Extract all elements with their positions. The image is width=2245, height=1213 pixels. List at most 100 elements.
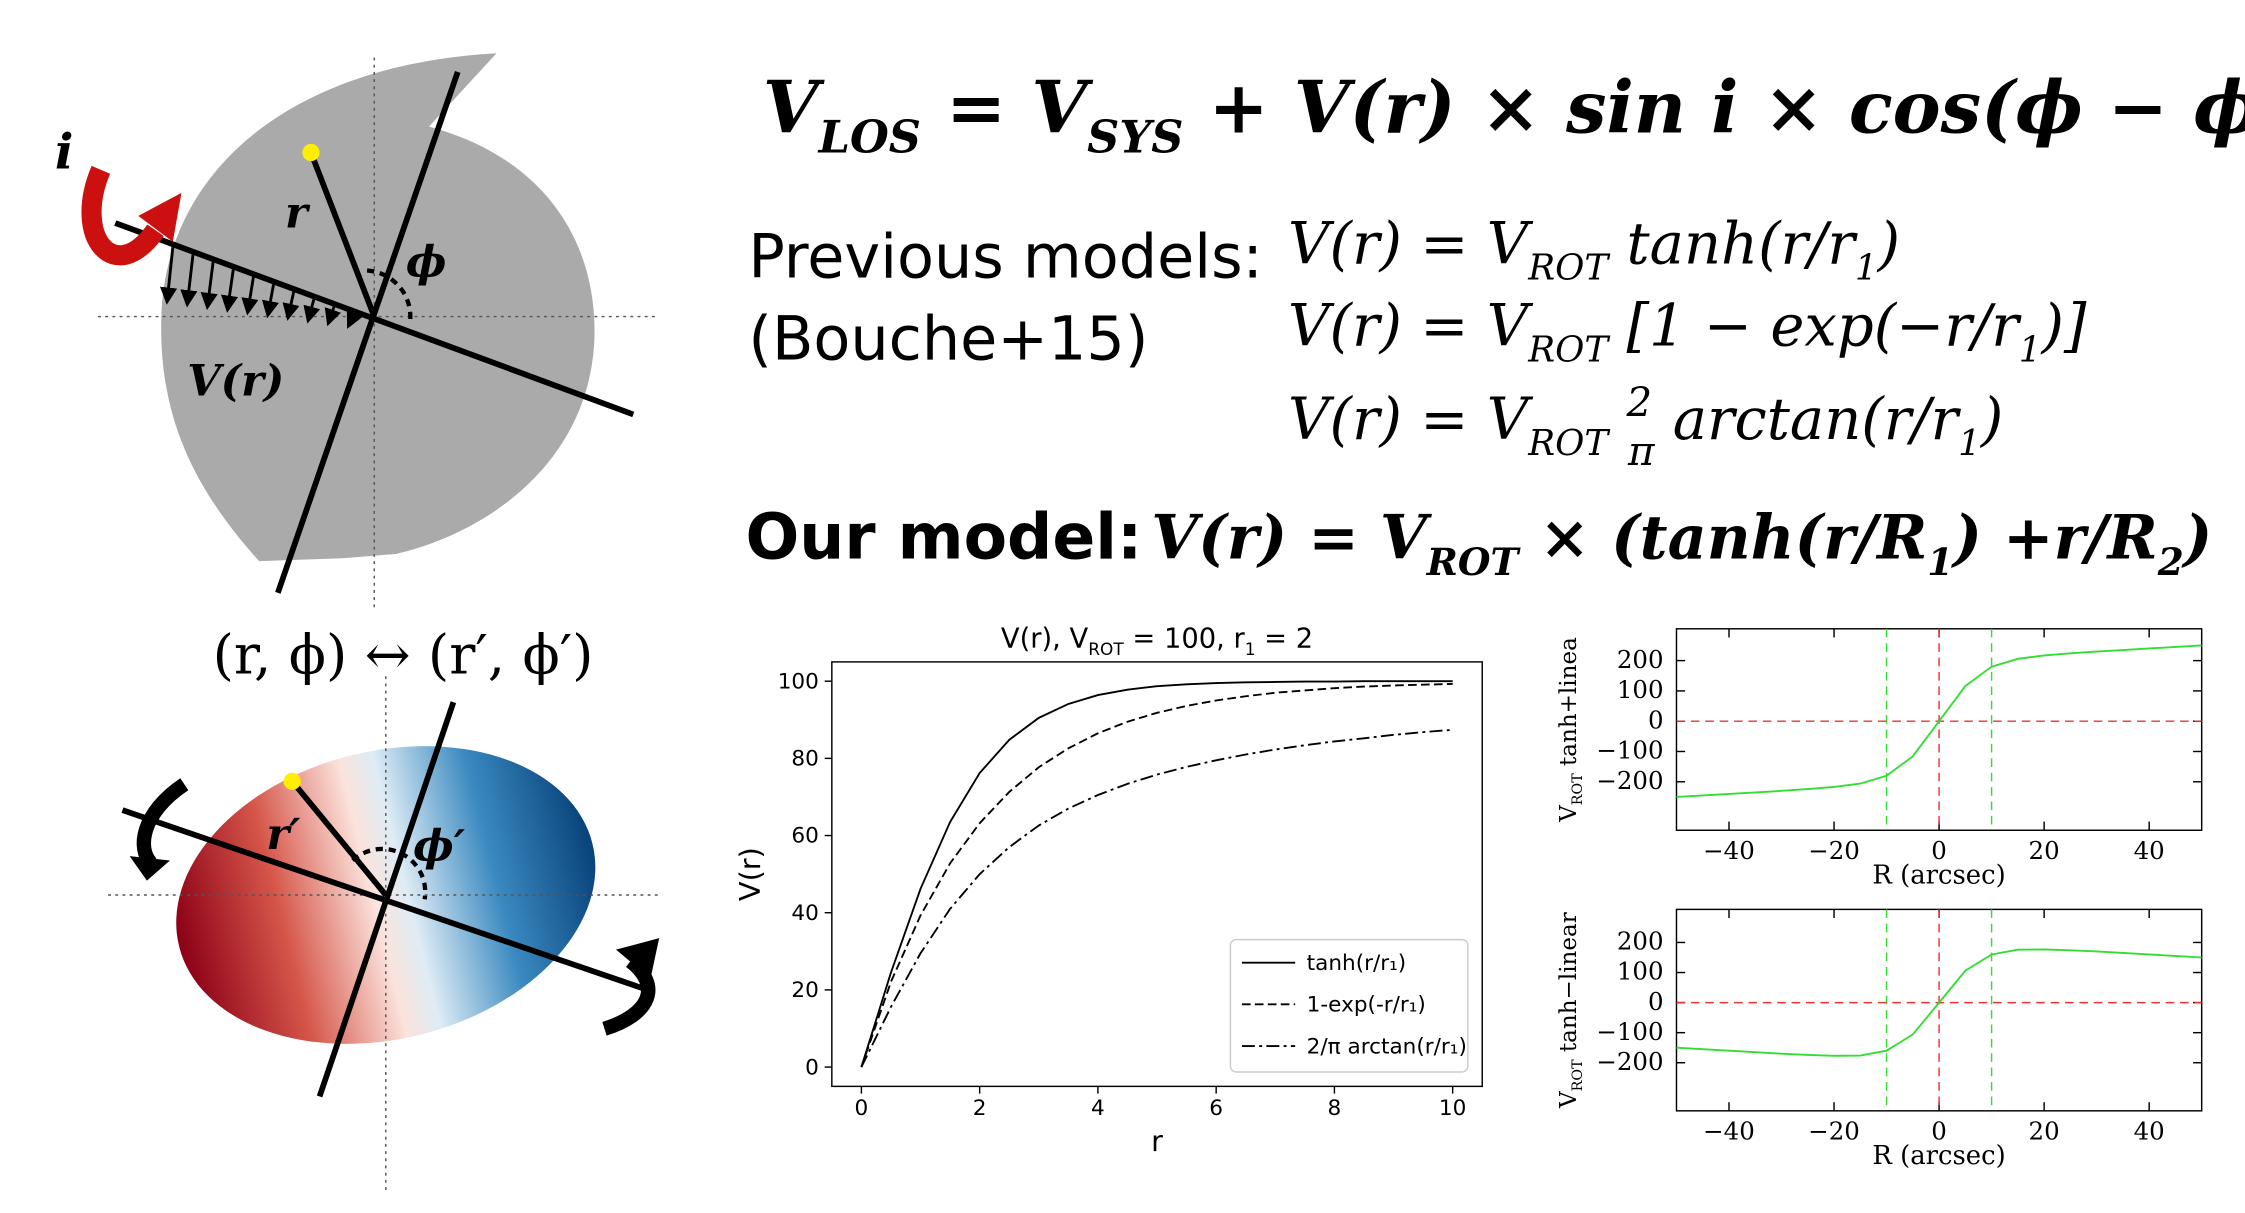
label-phi-prime: ϕ′ — [413, 820, 466, 871]
math-part: 2 — [2157, 540, 2184, 584]
y-tick-label: 60 — [791, 824, 818, 849]
x-tick-label: −20 — [1808, 836, 1860, 865]
math-part: 1 — [1245, 639, 1256, 659]
legend-label: tanh(r/r₁) — [1307, 951, 1407, 976]
math-part: ROT — [1570, 1059, 1586, 1091]
math-part: V — [763, 64, 825, 149]
x-tick-label: 20 — [2029, 836, 2060, 865]
y-tick-label: 40 — [791, 901, 818, 926]
y-tick-label: 0 — [1648, 705, 1664, 734]
main-equation: VLOS = VSYS + V(r) × sin i × cos(ϕ − ϕ0) — [763, 64, 2245, 163]
x-tick-label: 2 — [973, 1096, 987, 1121]
label-i: i — [55, 122, 74, 180]
legend-label: 1-exp(-r/r₁) — [1307, 993, 1426, 1018]
y-tick-label: 200 — [1617, 927, 1664, 956]
y-tick-label: −100 — [1596, 1017, 1663, 1046]
velocity-arrows — [159, 247, 363, 329]
math-part: SYS — [1087, 111, 1183, 164]
x-tick-label: 4 — [1091, 1096, 1105, 1121]
math-part — [1608, 386, 1626, 453]
y-tick-label: 0 — [1648, 987, 1664, 1016]
mapping: (r, ϕ) ↔ (r′, ϕ′) — [213, 622, 594, 686]
x-tick-label: 8 — [1328, 1096, 1342, 1121]
arrow — [200, 261, 218, 311]
math-part: 1 — [1958, 423, 1981, 464]
math-part: tanh+linea — [1556, 637, 1582, 773]
math-part: )] — [2040, 292, 2087, 359]
math-part: ) — [1876, 210, 1900, 277]
y-tick-label: 20 — [791, 978, 818, 1003]
y-tick-label: 200 — [1617, 645, 1664, 674]
x-tick-label: 40 — [2134, 836, 2165, 865]
arrow — [261, 284, 279, 319]
math-part: + V(r) × sin i × cos(ϕ − ϕ — [1183, 64, 2245, 149]
velocity-map-diagram — [108, 676, 663, 1192]
arrow — [180, 254, 198, 308]
arrow — [241, 276, 259, 316]
arrow — [282, 291, 300, 321]
series-line — [860, 682, 1453, 1068]
model-equation: V(r) = VROT tanh(r/r1) — [1288, 210, 1900, 288]
y-tick-label: 100 — [1617, 957, 1664, 986]
math-part: LOS — [817, 111, 921, 164]
y-axis-label: VROT tanh−linear — [1556, 912, 1586, 1109]
x-tick-label: 40 — [2134, 1117, 2165, 1146]
legend-label: 2/π arctan(r/r₁) — [1307, 1034, 1467, 1059]
math-part: ROT — [1527, 247, 1610, 288]
math-part: ROT — [1088, 639, 1124, 659]
label-r: r — [285, 187, 311, 238]
math-part: ROT — [1570, 773, 1586, 805]
math-part: × (tanh(r/R — [1518, 502, 1927, 573]
math-part: V(r) = V — [1151, 502, 1433, 573]
series-line — [860, 680, 1453, 1068]
previous-models-label: Previous models: — [748, 223, 1263, 293]
arrow — [220, 269, 239, 313]
math-part: 2 — [1626, 380, 1653, 426]
math-part: ) — [2181, 502, 2213, 573]
label-vr: V(r) — [187, 356, 284, 407]
y-tick-label: 0 — [805, 1055, 819, 1080]
math-part: arctan(r/r — [1654, 386, 1961, 453]
x-tick-label: 0 — [855, 1096, 869, 1121]
math-part: [1 − exp(−r/r — [1608, 292, 2022, 359]
x-tick-label: 0 — [1931, 1117, 1947, 1146]
math-part: π — [1627, 429, 1656, 475]
math-part: ROT — [1426, 540, 1522, 584]
arrow — [324, 306, 342, 327]
x-axis-label: r — [1151, 1124, 1163, 1158]
y-tick-label: −100 — [1596, 736, 1663, 765]
math-part: ROT — [1527, 329, 1610, 370]
arrow — [159, 247, 178, 305]
x-tick-label: −40 — [1703, 836, 1755, 865]
math-part: tanh−linear — [1556, 912, 1582, 1059]
x-axis-label: R (arcsec) — [1872, 860, 2005, 890]
model-equation: V(r) = VROT [1 − exp(−r/r1)] — [1288, 292, 2087, 370]
math-part: ROT — [1527, 423, 1610, 464]
math-part: tanh(r/r — [1608, 210, 1858, 277]
math-part: ) +r/R — [1950, 502, 2157, 573]
y-tick-label: −200 — [1596, 766, 1663, 795]
math-part: V(r), V — [1001, 624, 1089, 655]
our-model-equation: V(r) = VROT × (tanh(r/R1) +r/R2) — [1151, 502, 2212, 584]
y-tick-label: −200 — [1596, 1047, 1663, 1076]
y-axis-label: VROT tanh+linea — [1556, 637, 1586, 823]
math-part: V — [1556, 1091, 1582, 1109]
math-part: = V — [921, 64, 1093, 149]
math-part: ) — [1979, 386, 2003, 453]
y-tick-label: 100 — [778, 669, 819, 694]
y-tick-label: 80 — [791, 747, 818, 772]
x-tick-label: −20 — [1808, 1117, 1860, 1146]
our-model-label: Our model: — [746, 499, 1143, 573]
math-part: = 2 — [1256, 624, 1314, 655]
arrow — [303, 299, 321, 324]
previous-models-reference: (Bouche+15) — [748, 305, 1148, 375]
label-phi: ϕ — [406, 236, 447, 287]
chart-title: V(r), VROT = 100, r1 = 2 — [1001, 624, 1313, 660]
math-part: = 100, r — [1124, 624, 1246, 655]
plot-frame — [831, 661, 1483, 1088]
math-part: V(r) = V — [1288, 210, 1534, 277]
